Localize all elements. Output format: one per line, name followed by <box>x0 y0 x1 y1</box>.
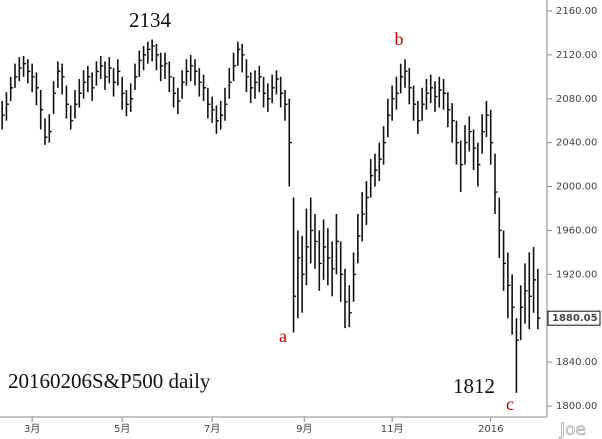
x-tick-label: 9月 <box>296 423 312 435</box>
wave-label: b <box>395 29 404 49</box>
y-tick-label: 1840.00 <box>556 357 597 368</box>
y-tick-label: 1960.00 <box>556 225 597 236</box>
y-tick-label: 2120.00 <box>556 50 597 61</box>
y-tick-label: 2040.00 <box>556 138 597 149</box>
x-tick-label: 11月 <box>381 423 404 435</box>
chart-title: 20160206S&P500 daily <box>8 369 211 393</box>
x-tick-label: 5月 <box>114 423 130 435</box>
y-tick-label: 1800.00 <box>556 401 597 412</box>
y-tick-label: 1920.00 <box>556 269 597 280</box>
x-tick-label: 2016 <box>478 424 503 435</box>
low-label: 1812 <box>453 374 495 398</box>
last-price-box <box>547 310 601 326</box>
y-tick-label: 2080.00 <box>556 94 597 105</box>
x-tick-label: 3月 <box>24 423 40 435</box>
y-tick-label: 2000.00 <box>556 182 597 193</box>
wave-label: c <box>506 394 514 414</box>
wave-label: a <box>279 326 287 346</box>
watermark: Joe <box>559 420 586 439</box>
y-tick-label: 2160.00 <box>556 6 597 17</box>
x-tick-label: 7月 <box>204 423 220 435</box>
peak-label: 2134 <box>129 8 172 32</box>
last-price-label: 1880.05 <box>552 313 598 324</box>
